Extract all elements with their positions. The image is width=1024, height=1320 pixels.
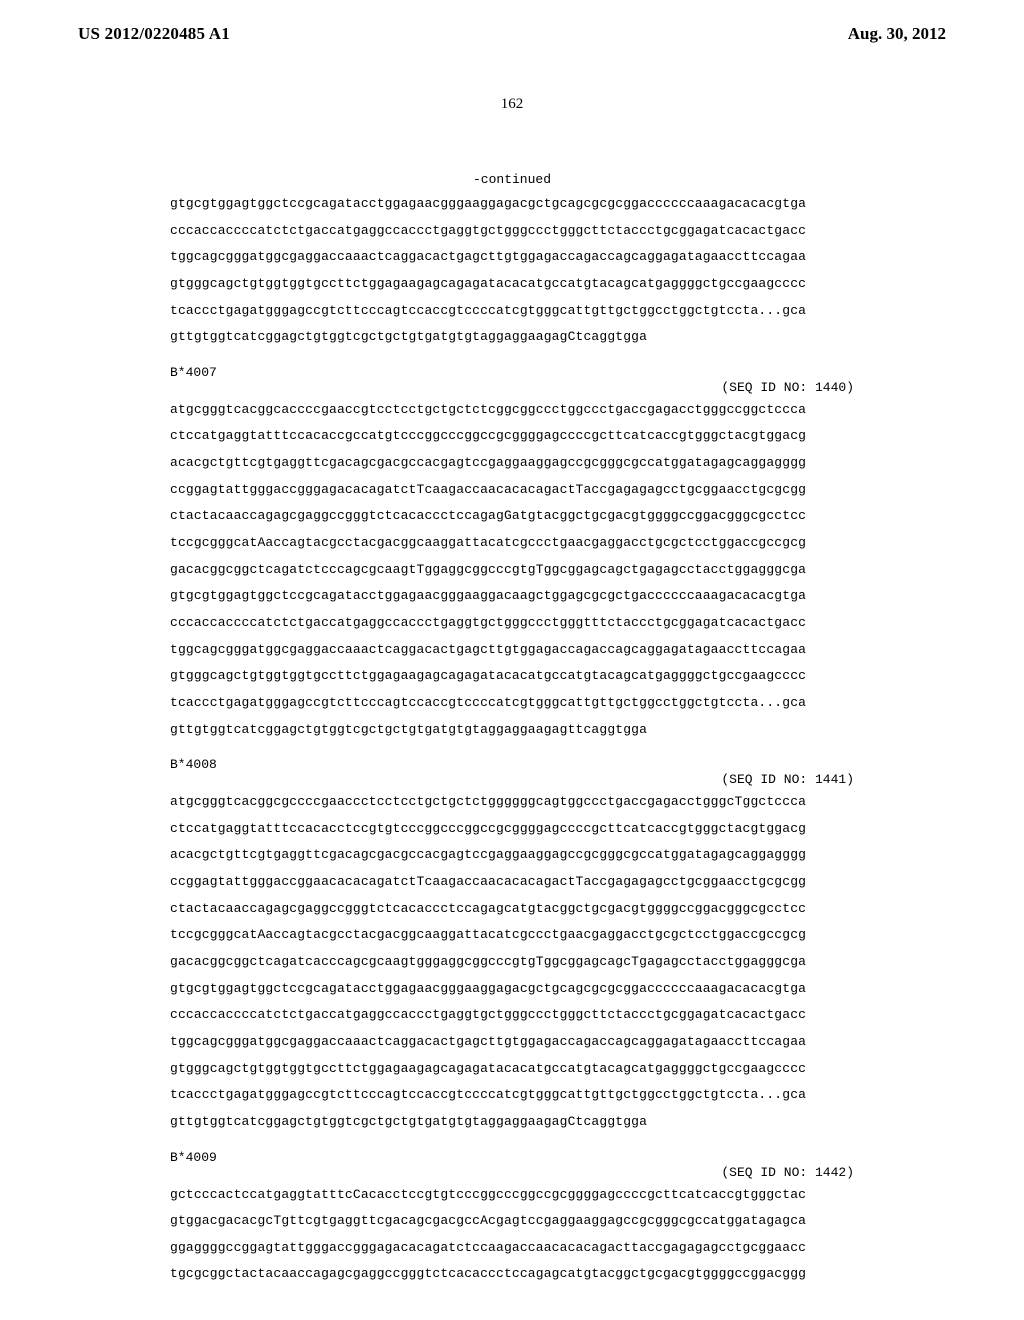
seq-id-label: (SEQ ID NO: 1441) — [170, 772, 854, 787]
sequence-line: gtgggcagctgtggtggtgccttctggagaagagcagaga… — [170, 271, 854, 298]
sequence-line: tcaccctgagatgggagccgtcttcccagtccaccgtccc… — [170, 690, 854, 717]
sequence-line: ctactacaaccagagcgaggccgggtctcacaccctccag… — [170, 896, 854, 923]
sequence-blocks: gtgcgtggagtggctccgcagatacctggagaacgggaag… — [170, 191, 854, 1288]
sequence-line: tccgcgggcatAaccagtacgcctacgacggcaaggatta… — [170, 530, 854, 557]
sequence-line: cccaccaccccatctctgaccatgaggccaccctgaggtg… — [170, 1002, 854, 1029]
sequence-line: gtgcgtggagtggctccgcagatacctggagaacgggaag… — [170, 976, 854, 1003]
sequence-group: B*4009(SEQ ID NO: 1442) gctcccactccatgagg… — [170, 1150, 854, 1289]
sequence-line: cccaccaccccatctctgaccatgaggccaccctgaggtg… — [170, 218, 854, 245]
continued-label: -continued — [170, 172, 854, 187]
sequence-group: gtgcgtggagtggctccgcagatacctggagaacgggaag… — [170, 191, 854, 351]
sequence-line: ctccatgaggtatttccacaccgccatgtcccggcccggc… — [170, 423, 854, 450]
sequence-group: B*4007(SEQ ID NO: 1440) atgcgggtcacggcacc… — [170, 365, 854, 743]
sequence-line: ccggagtattgggaccggaacacacagatctTcaagacca… — [170, 869, 854, 896]
sequence-line: gtggacgacacgcTgttcgtgaggttcgacagcgacgccA… — [170, 1208, 854, 1235]
sequence-line: acacgctgttcgtgaggttcgacagcgacgccacgagtcc… — [170, 450, 854, 477]
sequence-line: acacgctgttcgtgaggttcgacagcgacgccacgagtcc… — [170, 842, 854, 869]
sequence-line: gtgcgtggagtggctccgcagatacctggagaacgggaag… — [170, 583, 854, 610]
sequence-text: atgcgggtcacggcaccccgaaccgtcctcctgctgctct… — [170, 397, 854, 743]
page-number: 162 — [0, 96, 1024, 113]
sequence-line: tcaccctgagatgggagccgtcttcccagtccaccgtccc… — [170, 298, 854, 325]
sequence-line: tggcagcgggatggcgaggaccaaactcaggacactgagc… — [170, 1029, 854, 1056]
sequence-line: gttgtggtcatcggagctgtggtcgctgctgtgatgtgta… — [170, 324, 854, 351]
publication-number: US 2012/0220485 A1 — [78, 24, 230, 44]
sequence-text: atgcgggtcacggcgccccgaaccctcctcctgctgctct… — [170, 789, 854, 1135]
sequence-line: tggcagcgggatggcgaggaccaaactcaggacactgagc… — [170, 637, 854, 664]
sequence-line: ctactacaaccagagcgaggccgggtctcacaccctccag… — [170, 503, 854, 530]
page: US 2012/0220485 A1 Aug. 30, 2012 162 -co… — [0, 0, 1024, 1320]
sequence-line: atgcgggtcacggcgccccgaaccctcctcctgctgctct… — [170, 789, 854, 816]
sequence-line: tgcgcggctactacaaccagagcgaggccgggtctcacac… — [170, 1261, 854, 1288]
sequence-group: B*4008(SEQ ID NO: 1441) atgcgggtcacggcgcc… — [170, 757, 854, 1135]
sequence-line: tcaccctgagatgggagccgtcttcccagtccaccgtccc… — [170, 1082, 854, 1109]
content-region: -continued gtgcgtggagtggctccgcagatacctgg… — [170, 172, 854, 1288]
sequence-line: gtgcgtggagtggctccgcagatacctggagaacgggaag… — [170, 191, 854, 218]
sequence-line: tggcagcgggatggcgaggaccaaactcaggacactgagc… — [170, 244, 854, 271]
sequence-line: gttgtggtcatcggagctgtggtcgctgctgtgatgtgta… — [170, 1109, 854, 1136]
sequence-line: gtgggcagctgtggtggtgccttctggagaagagcagaga… — [170, 1056, 854, 1083]
sequence-line: ctccatgaggtatttccacacctccgtgtcccggcccggc… — [170, 816, 854, 843]
allele-label: B*4007 — [170, 365, 854, 380]
allele-label: B*4009 — [170, 1150, 854, 1165]
sequence-line: gacacggcggctcagatcacccagcgcaagtgggaggcgg… — [170, 949, 854, 976]
sequence-line: ccggagtattgggaccgggagacacagatctTcaagacca… — [170, 477, 854, 504]
sequence-text: gctcccactccatgaggtatttcCacacctccgtgtcccg… — [170, 1182, 854, 1289]
seq-id-label: (SEQ ID NO: 1442) — [170, 1165, 854, 1180]
allele-label: B*4008 — [170, 757, 854, 772]
sequence-line: gtgggcagctgtggtggtgccttctggagaagagcagaga… — [170, 663, 854, 690]
sequence-text: gtgcgtggagtggctccgcagatacctggagaacgggaag… — [170, 191, 854, 351]
seq-id-label: (SEQ ID NO: 1440) — [170, 380, 854, 395]
sequence-line: cccaccaccccatctctgaccatgaggccaccctgaggtg… — [170, 610, 854, 637]
sequence-line: gacacggcggctcagatctcccagcgcaagtTggaggcgg… — [170, 557, 854, 584]
sequence-line: gctcccactccatgaggtatttcCacacctccgtgtcccg… — [170, 1182, 854, 1209]
publication-date: Aug. 30, 2012 — [848, 24, 946, 44]
sequence-line: ggaggggccggagtattgggaccgggagacacagatctcc… — [170, 1235, 854, 1262]
sequence-line: gttgtggtcatcggagctgtggtcgctgctgtgatgtgta… — [170, 717, 854, 744]
sequence-line: atgcgggtcacggcaccccgaaccgtcctcctgctgctct… — [170, 397, 854, 424]
sequence-line: tccgcgggcatAaccagtacgcctacgacggcaaggatta… — [170, 922, 854, 949]
